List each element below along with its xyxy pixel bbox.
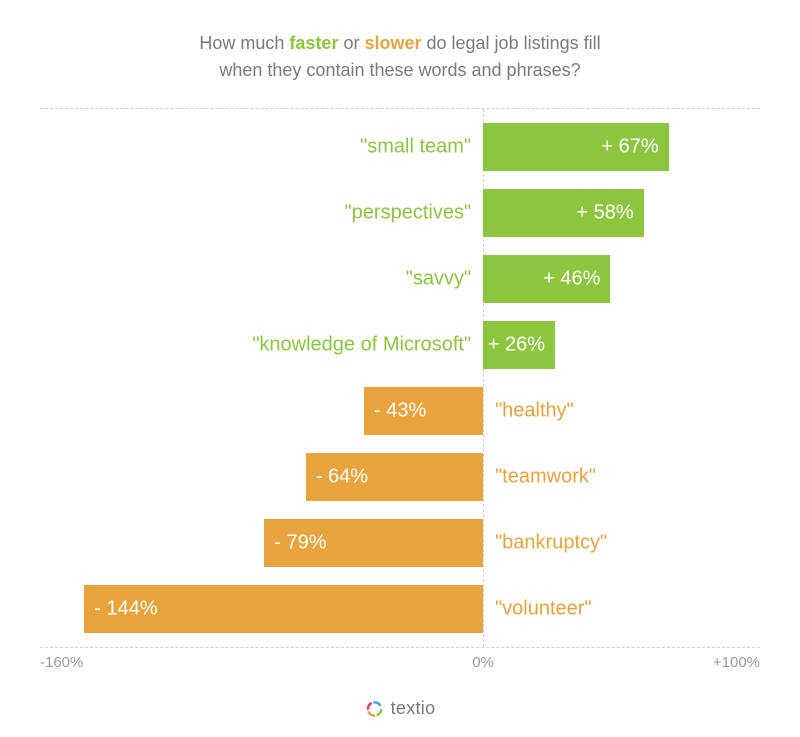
axis-label-center: 0% bbox=[472, 654, 494, 671]
chart-row: + 46% "savvy" bbox=[40, 255, 760, 303]
bar-word-label: "bankruptcy" bbox=[495, 532, 607, 555]
chart-row: + 67% "small team" bbox=[40, 123, 760, 171]
bar-word-label: "teamwork" bbox=[495, 466, 596, 489]
logo-ring-icon bbox=[365, 699, 385, 719]
title-faster: faster bbox=[289, 33, 338, 53]
bar-value-label: - 64% bbox=[316, 466, 368, 489]
chart-container: How much faster or slower do legal job l… bbox=[0, 0, 800, 737]
bar-word-label: "knowledge of Microsoft" bbox=[252, 334, 471, 357]
chart-title: How much faster or slower do legal job l… bbox=[40, 30, 760, 84]
axis-label-left: -160% bbox=[40, 654, 83, 671]
brand-name: textio bbox=[391, 698, 436, 719]
chart-row: - 79% "bankruptcy" bbox=[40, 519, 760, 567]
chart-row: + 26% "knowledge of Microsoft" bbox=[40, 321, 760, 369]
title-pre: How much bbox=[199, 33, 289, 53]
brand-logo: textio bbox=[365, 698, 436, 719]
title-mid: or bbox=[338, 33, 364, 53]
chart-row: - 64% "teamwork" bbox=[40, 453, 760, 501]
chart-row: - 144% "volunteer" bbox=[40, 585, 760, 633]
chart-row: + 58% "perspectives" bbox=[40, 189, 760, 237]
bar-value-label: - 144% bbox=[94, 598, 157, 621]
bar-value-label: - 79% bbox=[274, 532, 326, 555]
axis-label-right: +100% bbox=[713, 654, 760, 671]
bar-value-label: + 58% bbox=[576, 202, 633, 225]
bar-value-label: + 67% bbox=[601, 136, 658, 159]
bar-value-label: - 43% bbox=[374, 400, 426, 423]
bar-word-label: "healthy" bbox=[495, 400, 574, 423]
title-post: do legal job listings fill bbox=[422, 33, 601, 53]
axis-labels: -160% 0% +100% bbox=[40, 654, 760, 678]
title-line2: when they contain these words and phrase… bbox=[219, 60, 580, 80]
bar-word-label: "savvy" bbox=[406, 268, 471, 291]
bar-word-label: "small team" bbox=[360, 136, 471, 159]
chart-row: - 43% "healthy" bbox=[40, 387, 760, 435]
chart-area: + 67% "small team" + 58% "perspectives" + 46… bbox=[40, 108, 760, 648]
title-slower: slower bbox=[364, 33, 421, 53]
bar-value-label: + 26% bbox=[488, 334, 545, 357]
bar-word-label: "volunteer" bbox=[495, 598, 591, 621]
bar-value-label: + 46% bbox=[543, 268, 600, 291]
bar-word-label: "perspectives" bbox=[345, 202, 471, 225]
